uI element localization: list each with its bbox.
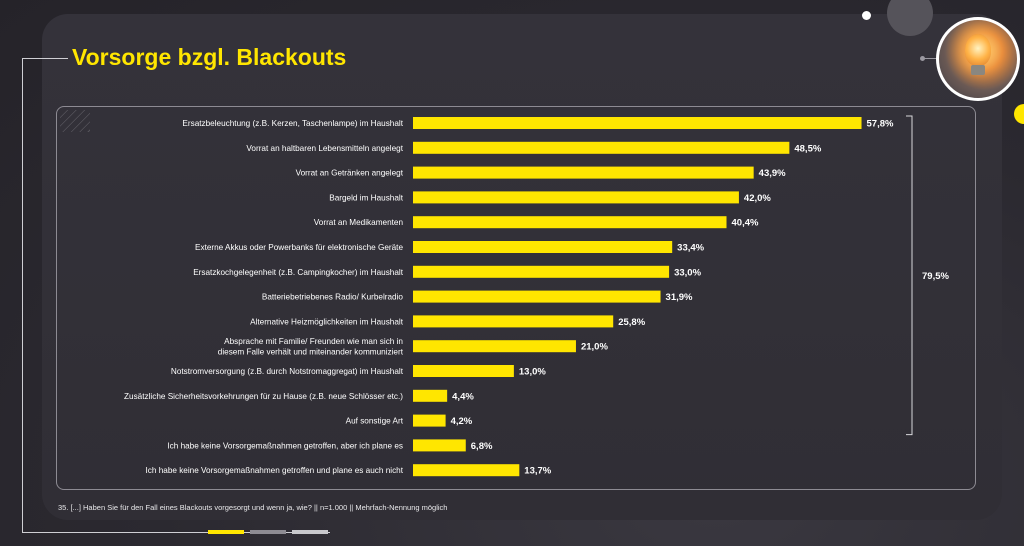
category-label-3: Bargeld im Haushalt — [329, 193, 403, 202]
category-label-12: Auf sonstige Art — [346, 417, 404, 426]
bar-3 — [413, 191, 739, 204]
value-label-0: 57,8% — [867, 119, 894, 130]
bar-8 — [413, 315, 614, 328]
decor-hatch — [60, 110, 90, 132]
page-title: Vorsorge bzgl. Blackouts — [72, 44, 347, 70]
category-label-line: Bargeld im Haushalt — [329, 193, 403, 202]
value-label-14: 13,7% — [524, 466, 551, 477]
bar-12 — [413, 414, 446, 427]
decor-circle-grey — [887, 0, 933, 36]
category-label-line: Ersatzkochgelegenheit (z.B. Campingkoche… — [193, 268, 404, 277]
value-label-4: 40,4% — [732, 218, 759, 229]
decor-dot-yellow — [1014, 104, 1024, 124]
bar-4 — [413, 216, 727, 229]
category-label-line: Zusätzliche Sicherheitsvorkehrungen für … — [124, 392, 403, 401]
category-label-10: Notstromversorgung (z.B. durch Notstroma… — [171, 367, 404, 376]
decor-dot-white — [862, 11, 871, 20]
category-label-line: Vorrat an haltbaren Lebensmitteln angele… — [246, 144, 403, 153]
bar-9 — [413, 340, 576, 353]
value-label-6: 33,0% — [674, 267, 701, 278]
frame-line-bottom — [22, 532, 330, 533]
value-label-1: 48,5% — [794, 143, 821, 154]
category-label-1: Vorrat an haltbaren Lebensmitteln angele… — [246, 144, 403, 153]
category-label-13: Ich habe keine Vorsorgemaßnahmen getroff… — [167, 441, 403, 450]
bar-0 — [413, 117, 862, 129]
category-label-4: Vorrat an Medikamenten — [314, 218, 404, 227]
category-label-6: Ersatzkochgelegenheit (z.B. Campingkoche… — [193, 268, 404, 277]
bar-2 — [413, 166, 754, 179]
lightbulb-icon — [965, 34, 991, 66]
category-label-2: Vorrat an Getränken angelegt — [296, 169, 404, 178]
value-label-13: 6,8% — [471, 441, 493, 452]
frame-line-left — [22, 58, 23, 532]
category-label-7: Batteriebetriebenes Radio/ Kurbelradio — [262, 293, 404, 302]
decor-connector-line — [922, 58, 936, 59]
value-label-12: 4,2% — [451, 416, 473, 427]
lightbulb-image — [936, 17, 1020, 101]
category-label-line: Alternative Heizmöglichkeiten im Haushal… — [250, 317, 404, 326]
category-label-11: Zusätzliche Sicherheitsvorkehrungen für … — [124, 392, 403, 401]
value-label-11: 4,4% — [452, 391, 474, 402]
category-label-line: Ich habe keine Vorsorgemaßnahmen getroff… — [167, 441, 403, 450]
bracket-line — [906, 115, 913, 436]
category-label-line: Auf sonstige Art — [346, 417, 404, 426]
bar-5 — [413, 241, 673, 253]
bar-7 — [413, 290, 661, 303]
category-label-line: Notstromversorgung (z.B. durch Notstroma… — [171, 367, 404, 376]
bar-6 — [413, 265, 670, 278]
bracket-label: 79,5% — [922, 271, 949, 282]
category-label-line: Externe Akkus oder Powerbanks für elektr… — [195, 243, 403, 252]
category-label-line: diesem Falle verhält und miteinander kom… — [218, 347, 404, 356]
frame-line-top — [22, 58, 68, 59]
value-label-9: 21,0% — [581, 342, 608, 353]
category-label-14: Ich habe keine Vorsorgemaßnahmen getroff… — [146, 466, 404, 475]
value-label-3: 42,0% — [744, 193, 771, 204]
category-label-line: Ich habe keine Vorsorgemaßnahmen getroff… — [146, 466, 404, 475]
bar-14 — [413, 464, 520, 477]
lightbulb-base — [971, 65, 985, 75]
decor-bar-grey — [250, 530, 286, 534]
category-label-line: Absprache mit Familie/ Freunden wie man … — [224, 337, 403, 346]
category-label-line: Vorrat an Getränken angelegt — [296, 169, 404, 178]
category-label-line: Batteriebetriebenes Radio/ Kurbelradio — [262, 293, 404, 302]
chart-frame — [56, 106, 976, 490]
category-label-9: Absprache mit Familie/ Freunden wie man … — [218, 337, 404, 357]
value-label-7: 31,9% — [666, 292, 693, 303]
footnote: 35. [...] Haben Sie für den Fall eines B… — [58, 503, 448, 512]
category-label-line: Vorrat an Medikamenten — [314, 218, 404, 227]
decor-bar-light — [292, 530, 328, 534]
category-label-line: Ersatzbeleuchtung (z.B. Kerzen, Taschenl… — [182, 119, 403, 128]
value-label-8: 25,8% — [618, 317, 645, 328]
value-label-2: 43,9% — [759, 168, 786, 179]
value-label-10: 13,0% — [519, 367, 546, 378]
bar-11 — [413, 389, 448, 402]
category-label-0: Ersatzbeleuchtung (z.B. Kerzen, Taschenl… — [182, 119, 403, 128]
category-label-5: Externe Akkus oder Powerbanks für elektr… — [195, 243, 403, 252]
decor-bar-yellow — [208, 530, 244, 534]
value-label-5: 33,4% — [677, 243, 704, 254]
category-label-8: Alternative Heizmöglichkeiten im Haushal… — [250, 317, 404, 326]
bar-1 — [413, 141, 790, 154]
bar-13 — [413, 439, 466, 452]
bar-10 — [413, 365, 514, 377]
